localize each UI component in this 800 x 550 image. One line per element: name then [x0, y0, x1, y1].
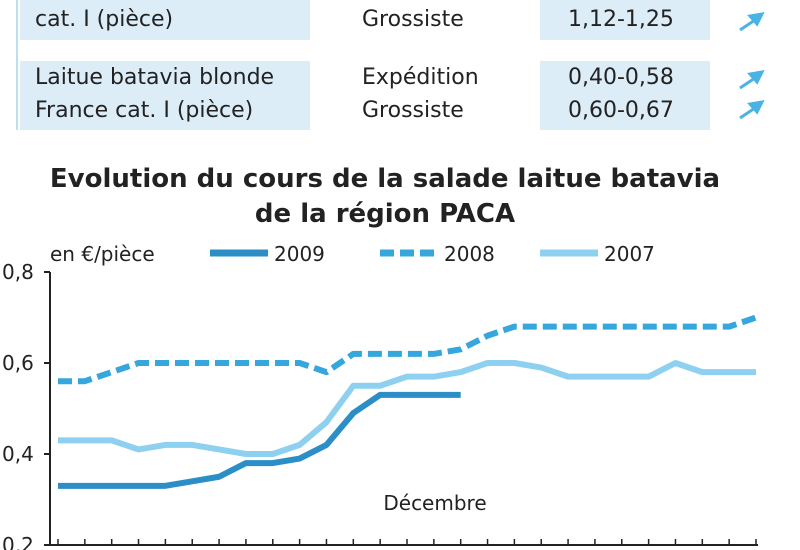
chart-title: Evolution du cours de la salade laitue b… [50, 164, 720, 194]
cell-text: cat. I (pièce) [35, 7, 174, 32]
cell: 0,40-0,58 0,60-0,67 [540, 61, 710, 130]
cell: Expédition Grossiste [362, 61, 479, 127]
cell-text: Laitue batavia blonde [35, 65, 275, 90]
y-axis-label: en €/pièce [50, 242, 155, 266]
cell-text: 0,60-0,67 [568, 98, 674, 123]
trend-arrows [739, 12, 765, 120]
cell-text: Grossiste [362, 7, 464, 32]
cell-text: France cat. I (pièce) [35, 98, 254, 123]
y-tick-label: 0,4 [2, 442, 34, 466]
y-tick-label: 0,8 [2, 260, 34, 284]
y-tick-label: 0,2 [2, 533, 34, 550]
annotation: Décembre [383, 491, 486, 515]
line-series [58, 360, 756, 457]
chart-title: de la région PACA [255, 199, 515, 229]
line-series [58, 391, 461, 489]
cell-text: Expédition [362, 65, 479, 90]
line-series [58, 314, 757, 385]
legend-label: 2008 [444, 242, 495, 266]
y-tick-label: 0,6 [2, 351, 34, 375]
cell: cat. I (pièce) [20, 0, 310, 40]
legend-label: 2007 [604, 242, 655, 266]
cell-text: 0,40-0,58 [568, 65, 674, 90]
legend-label: 2009 [274, 242, 325, 266]
cell-text: Grossiste [362, 98, 464, 123]
cell-text: 1,12-1,25 [568, 7, 674, 32]
cell: 1,12-1,25 [540, 0, 710, 40]
cell: Laitue batavia blonde France cat. I (piè… [20, 61, 310, 130]
table-border [16, 0, 18, 130]
